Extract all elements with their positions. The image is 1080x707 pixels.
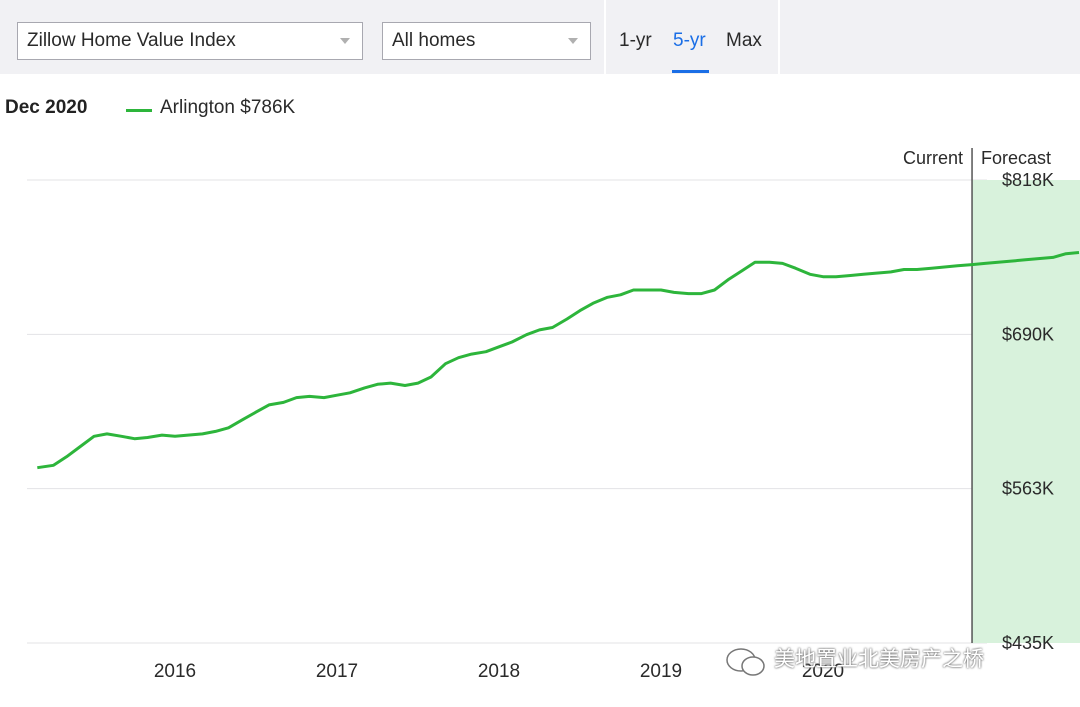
y-tick-label: $435K	[1002, 633, 1054, 653]
y-tick-label: $690K	[1002, 324, 1054, 344]
series-line-arlington	[37, 251, 1080, 470]
active-tab-indicator	[672, 70, 709, 73]
x-tick-label: 2016	[154, 661, 196, 682]
tab-1-yr[interactable]: 1-yr	[619, 30, 652, 51]
x-tick-label: 2020	[802, 661, 844, 682]
y-axis-ticks: $435K $563K $690K $818K	[1002, 170, 1054, 653]
chevron-down-icon	[340, 38, 350, 44]
x-tick-label: 2019	[640, 661, 682, 682]
wechat-icon	[726, 648, 765, 676]
tab-5-yr[interactable]: 5-yr	[673, 30, 706, 51]
x-tick-label: 2018	[478, 661, 520, 682]
x-axis-ticks: 2016 2017 2018 2019 2020	[154, 661, 844, 682]
forecast-region	[972, 180, 1080, 643]
current-label: Current	[903, 148, 963, 168]
legend-line-swatch	[126, 109, 152, 112]
forecast-label: Forecast	[981, 148, 1051, 168]
chart-toolbar: Zillow Home Value Index All homes 1-yr 5…	[0, 0, 1080, 74]
x-tick-label: 2017	[316, 661, 358, 682]
legend-series-label: Arlington $786K	[160, 97, 296, 118]
y-tick-label: $563K	[1002, 479, 1054, 499]
legend-date: Dec 2020	[5, 97, 88, 118]
toolbar-tabs-area	[606, 0, 778, 74]
index-type-select-value: Zillow Home Value Index	[27, 30, 236, 51]
tab-max[interactable]: Max	[726, 30, 762, 51]
home-type-select[interactable]: All homes	[382, 22, 591, 60]
home-type-select-value: All homes	[392, 30, 476, 51]
index-type-select[interactable]: Zillow Home Value Index	[17, 22, 363, 60]
y-tick-label: $818K	[1002, 170, 1054, 190]
toolbar-spacer	[780, 0, 1080, 74]
gridlines	[27, 179, 987, 644]
watermark-text: 美地置业北美房产之桥	[774, 648, 984, 671]
chevron-down-icon	[568, 38, 578, 44]
